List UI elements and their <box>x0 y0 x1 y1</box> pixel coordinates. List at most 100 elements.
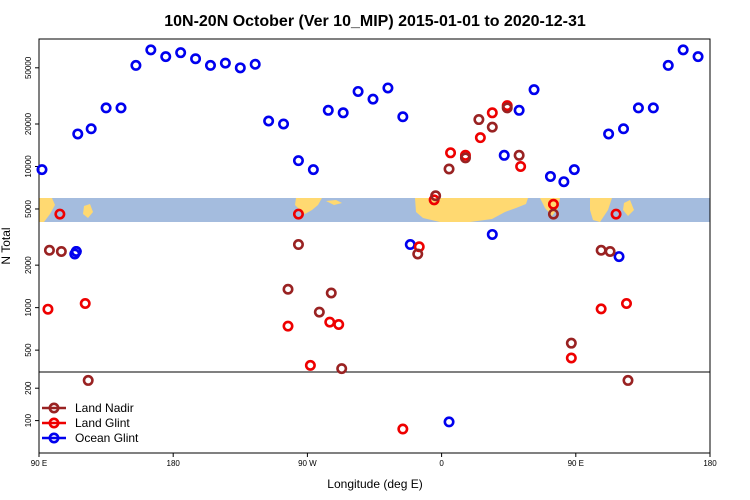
data-point <box>130 59 142 71</box>
data-point <box>352 85 364 97</box>
data-point <box>43 244 55 256</box>
data-point <box>325 287 337 299</box>
data-point <box>367 93 379 105</box>
data-point <box>292 239 304 251</box>
data-point <box>307 164 319 176</box>
data-point <box>115 102 127 114</box>
lower-y-axis: 100 200 <box>24 381 39 427</box>
data-point <box>79 297 91 309</box>
y-tick-label: 1000 <box>24 298 33 316</box>
map-land-pacific-islands <box>83 204 93 218</box>
data-point <box>36 164 48 176</box>
data-point <box>234 62 246 74</box>
y-tick-label: 2000 <box>24 256 33 274</box>
data-point <box>692 51 704 63</box>
data-point <box>459 152 471 164</box>
data-point <box>175 47 187 59</box>
data-point <box>55 245 67 257</box>
x-tick-label: 90 E <box>568 459 584 468</box>
data-point <box>547 198 559 210</box>
data-point <box>382 82 394 94</box>
data-point <box>513 104 525 116</box>
data-point <box>632 102 644 114</box>
chart-title: 10N-20N October (Ver 10_MIP) 2015-01-01 … <box>164 13 586 30</box>
data-point <box>558 176 570 188</box>
data-point <box>397 423 409 435</box>
data-point <box>486 121 498 133</box>
world-map-strip <box>39 198 710 222</box>
data-point <box>618 123 630 135</box>
data-point <box>603 128 615 140</box>
data-point <box>604 245 616 257</box>
data-point <box>322 104 334 116</box>
data-point <box>412 248 424 260</box>
data-point <box>622 374 634 386</box>
legend-item: Land Nadir <box>42 401 134 415</box>
data-point <box>430 190 442 202</box>
data-point <box>219 57 231 69</box>
data-point <box>404 239 416 251</box>
x-tick-label: 0 <box>439 459 444 468</box>
legend-label: Ocean Glint <box>75 431 139 445</box>
y-axis-label: N Total <box>0 227 13 264</box>
x-tick-label: 180 <box>703 459 717 468</box>
x-axis: 90 E 180 90 W 0 90 E 180 <box>31 453 717 468</box>
data-point <box>474 132 486 144</box>
data-point <box>595 244 607 256</box>
legend-item: Ocean Glint <box>42 431 139 445</box>
legend-label: Land Nadir <box>75 401 134 415</box>
data-point <box>72 128 84 140</box>
data-point <box>568 164 580 176</box>
map-land-southeast-asia <box>590 198 612 222</box>
data-point <box>565 352 577 364</box>
data-point <box>42 303 54 315</box>
legend-marker <box>48 402 60 414</box>
data-point <box>544 170 556 182</box>
x-tick-label: 180 <box>167 459 181 468</box>
data-point <box>397 111 409 123</box>
data-point <box>528 84 540 96</box>
legend-item: Land Glint <box>42 416 130 430</box>
data-point <box>565 337 577 349</box>
map-land-caribbean <box>326 200 342 205</box>
data-point <box>278 118 290 130</box>
y-axis: 500 1000 2000 5000 10000 20000 50000 <box>24 56 39 357</box>
data-point <box>595 303 607 315</box>
data-point <box>204 59 216 71</box>
x-tick-label: 90 W <box>298 459 317 468</box>
legend-marker <box>48 432 60 444</box>
data-point <box>292 155 304 167</box>
data-point <box>313 306 325 318</box>
data-point <box>613 251 625 263</box>
data-point <box>292 208 304 220</box>
data-point <box>662 59 674 71</box>
data-point <box>677 44 689 56</box>
data-points <box>36 44 704 435</box>
y-tick-label: 10000 <box>24 155 33 178</box>
map-land-asia <box>39 198 55 222</box>
data-point <box>547 208 559 220</box>
y-tick-label: 5000 <box>24 200 33 218</box>
data-point <box>69 248 81 260</box>
data-point <box>54 208 66 220</box>
data-point <box>190 53 202 65</box>
legend-label: Land Glint <box>75 416 130 430</box>
data-point <box>82 374 94 386</box>
data-point <box>333 318 345 330</box>
y-tick-label: 20000 <box>24 112 33 135</box>
data-point <box>486 228 498 240</box>
map-land-philippines <box>623 200 634 216</box>
data-point <box>498 149 510 161</box>
series-land-glint <box>42 100 632 435</box>
data-point <box>501 102 513 114</box>
data-point <box>620 297 632 309</box>
data-point <box>282 320 294 332</box>
data-point <box>647 102 659 114</box>
data-point <box>100 102 112 114</box>
data-point <box>282 283 294 295</box>
lower-y-tick-label: 100 <box>24 413 33 427</box>
lower-plot-frame <box>38 371 711 454</box>
series-land-nadir <box>43 102 634 386</box>
map-land-africa-arabia <box>415 198 528 222</box>
